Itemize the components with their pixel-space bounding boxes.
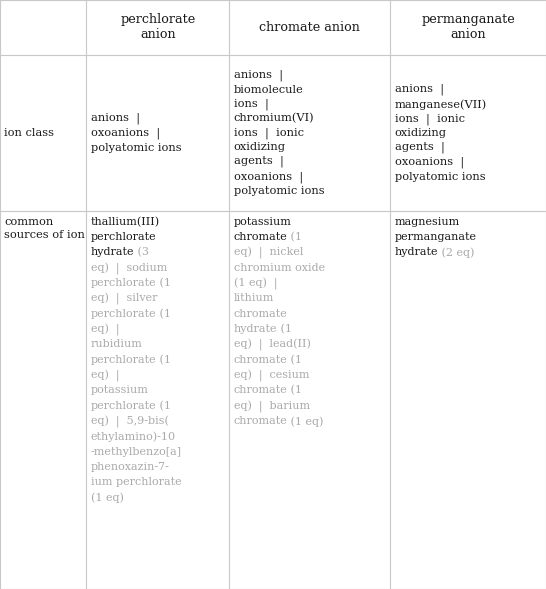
Text: (1: (1 bbox=[287, 232, 302, 243]
Text: potassium: potassium bbox=[91, 385, 149, 395]
Text: ium perchlorate: ium perchlorate bbox=[91, 478, 181, 488]
Text: hydrate: hydrate bbox=[91, 247, 134, 257]
Text: chromate: chromate bbox=[234, 355, 287, 365]
Text: (1: (1 bbox=[156, 278, 171, 289]
Text: hydrate: hydrate bbox=[234, 324, 277, 334]
Text: (1: (1 bbox=[156, 309, 171, 319]
Text: (3: (3 bbox=[134, 247, 149, 258]
Text: (1 eq)  |: (1 eq) | bbox=[234, 278, 277, 290]
Text: chromate: chromate bbox=[234, 416, 287, 426]
Text: rubidium: rubidium bbox=[91, 339, 143, 349]
Text: (1: (1 bbox=[156, 355, 171, 365]
Text: (2 eq): (2 eq) bbox=[438, 247, 474, 258]
Text: ion class: ion class bbox=[4, 128, 55, 138]
Text: (1 eq): (1 eq) bbox=[91, 493, 123, 504]
Text: (1: (1 bbox=[277, 324, 292, 335]
Text: anions  |
biomolecule
ions  |
chromium(VI)
ions  |  ionic
oxidizing
agents  |
ox: anions | biomolecule ions | chromium(VI)… bbox=[234, 70, 324, 196]
Text: perchlorate: perchlorate bbox=[91, 232, 156, 242]
Text: eq)  |  5,9-bis(: eq) | 5,9-bis( bbox=[91, 416, 169, 428]
Text: ethylamino)-10: ethylamino)-10 bbox=[91, 431, 176, 442]
Text: eq)  |  lead(II): eq) | lead(II) bbox=[234, 339, 311, 352]
Text: (1: (1 bbox=[287, 355, 302, 365]
Text: chromate: chromate bbox=[234, 385, 287, 395]
Text: eq)  |: eq) | bbox=[91, 324, 119, 336]
Text: perchlorate: perchlorate bbox=[91, 355, 156, 365]
Text: permanganate
anion: permanganate anion bbox=[422, 14, 515, 41]
Text: eq)  |  sodium: eq) | sodium bbox=[91, 263, 167, 275]
Text: thallium(III): thallium(III) bbox=[91, 217, 160, 227]
Text: perchlorate: perchlorate bbox=[91, 278, 156, 288]
Text: perchlorate
anion: perchlorate anion bbox=[120, 14, 195, 41]
Text: eq)  |  nickel: eq) | nickel bbox=[234, 247, 303, 260]
Text: eq)  |  silver: eq) | silver bbox=[91, 293, 157, 306]
Text: hydrate: hydrate bbox=[395, 247, 438, 257]
Text: common
sources of ion: common sources of ion bbox=[4, 217, 85, 240]
Text: perchlorate: perchlorate bbox=[91, 309, 156, 319]
Text: (1: (1 bbox=[156, 401, 171, 411]
Text: chromate anion: chromate anion bbox=[259, 21, 360, 34]
Text: chromate: chromate bbox=[234, 232, 287, 242]
Text: -methylbenzo[a]: -methylbenzo[a] bbox=[91, 446, 182, 456]
Text: eq)  |  barium: eq) | barium bbox=[234, 401, 310, 413]
Text: chromate: chromate bbox=[234, 309, 287, 319]
Text: phenoxazin-7-: phenoxazin-7- bbox=[91, 462, 169, 472]
Text: lithium: lithium bbox=[234, 293, 274, 303]
Text: (1: (1 bbox=[287, 385, 302, 396]
Text: magnesium: magnesium bbox=[395, 217, 460, 227]
Text: anions  |
oxoanions  |
polyatomic ions: anions | oxoanions | polyatomic ions bbox=[91, 112, 181, 153]
Text: (1 eq): (1 eq) bbox=[287, 416, 324, 426]
Text: chromium oxide: chromium oxide bbox=[234, 263, 325, 273]
Text: eq)  |: eq) | bbox=[91, 370, 119, 382]
Text: perchlorate: perchlorate bbox=[91, 401, 156, 411]
Text: eq)  |  cesium: eq) | cesium bbox=[234, 370, 309, 382]
Text: potassium: potassium bbox=[234, 217, 292, 227]
Text: permanganate: permanganate bbox=[395, 232, 477, 242]
Text: anions  |
manganese(VII)
ions  |  ionic
oxidizing
agents  |
oxoanions  |
polyato: anions | manganese(VII) ions | ionic oxi… bbox=[395, 84, 487, 182]
